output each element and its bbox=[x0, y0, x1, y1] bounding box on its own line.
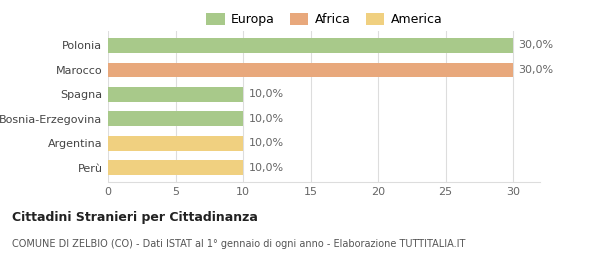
Bar bbox=[108, 160, 243, 175]
Text: COMUNE DI ZELBIO (CO) - Dati ISTAT al 1° gennaio di ogni anno - Elaborazione TUT: COMUNE DI ZELBIO (CO) - Dati ISTAT al 1°… bbox=[12, 239, 466, 249]
Bar bbox=[108, 38, 513, 53]
Text: 10,0%: 10,0% bbox=[248, 89, 284, 99]
Legend: Europa, Africa, America: Europa, Africa, America bbox=[202, 9, 446, 30]
Text: 10,0%: 10,0% bbox=[248, 138, 284, 148]
Text: 30,0%: 30,0% bbox=[518, 65, 554, 75]
Bar bbox=[108, 63, 513, 77]
Bar bbox=[108, 112, 243, 126]
Text: 10,0%: 10,0% bbox=[248, 163, 284, 173]
Text: Cittadini Stranieri per Cittadinanza: Cittadini Stranieri per Cittadinanza bbox=[12, 211, 258, 224]
Bar bbox=[108, 136, 243, 151]
Text: 10,0%: 10,0% bbox=[248, 114, 284, 124]
Bar bbox=[108, 87, 243, 102]
Text: 30,0%: 30,0% bbox=[518, 40, 554, 50]
